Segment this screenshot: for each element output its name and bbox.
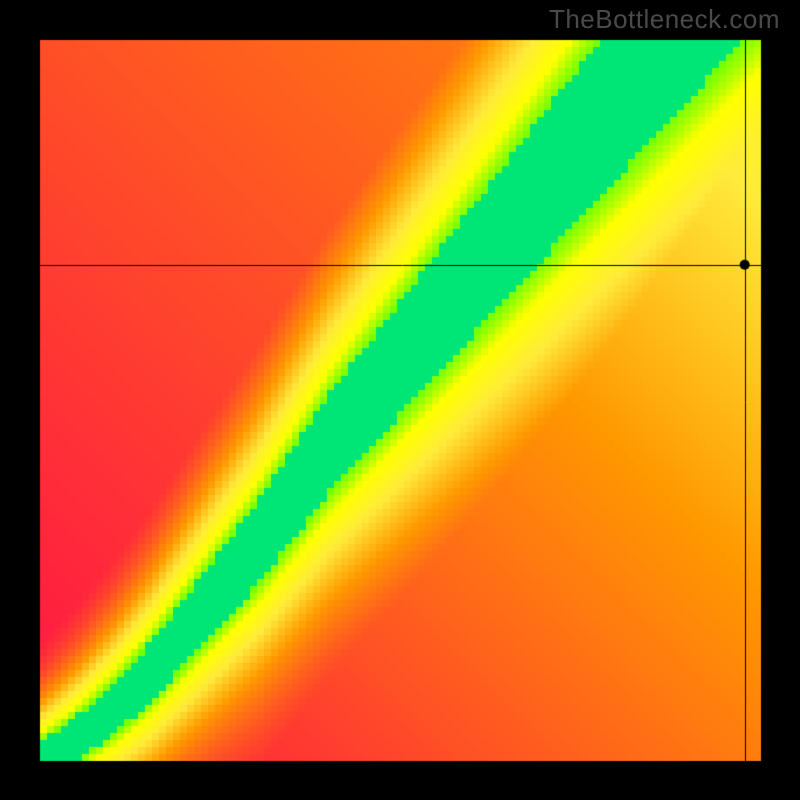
crosshair-overlay <box>0 0 800 800</box>
chart-container: TheBottleneck.com <box>0 0 800 800</box>
watermark-text: TheBottleneck.com <box>549 4 780 35</box>
